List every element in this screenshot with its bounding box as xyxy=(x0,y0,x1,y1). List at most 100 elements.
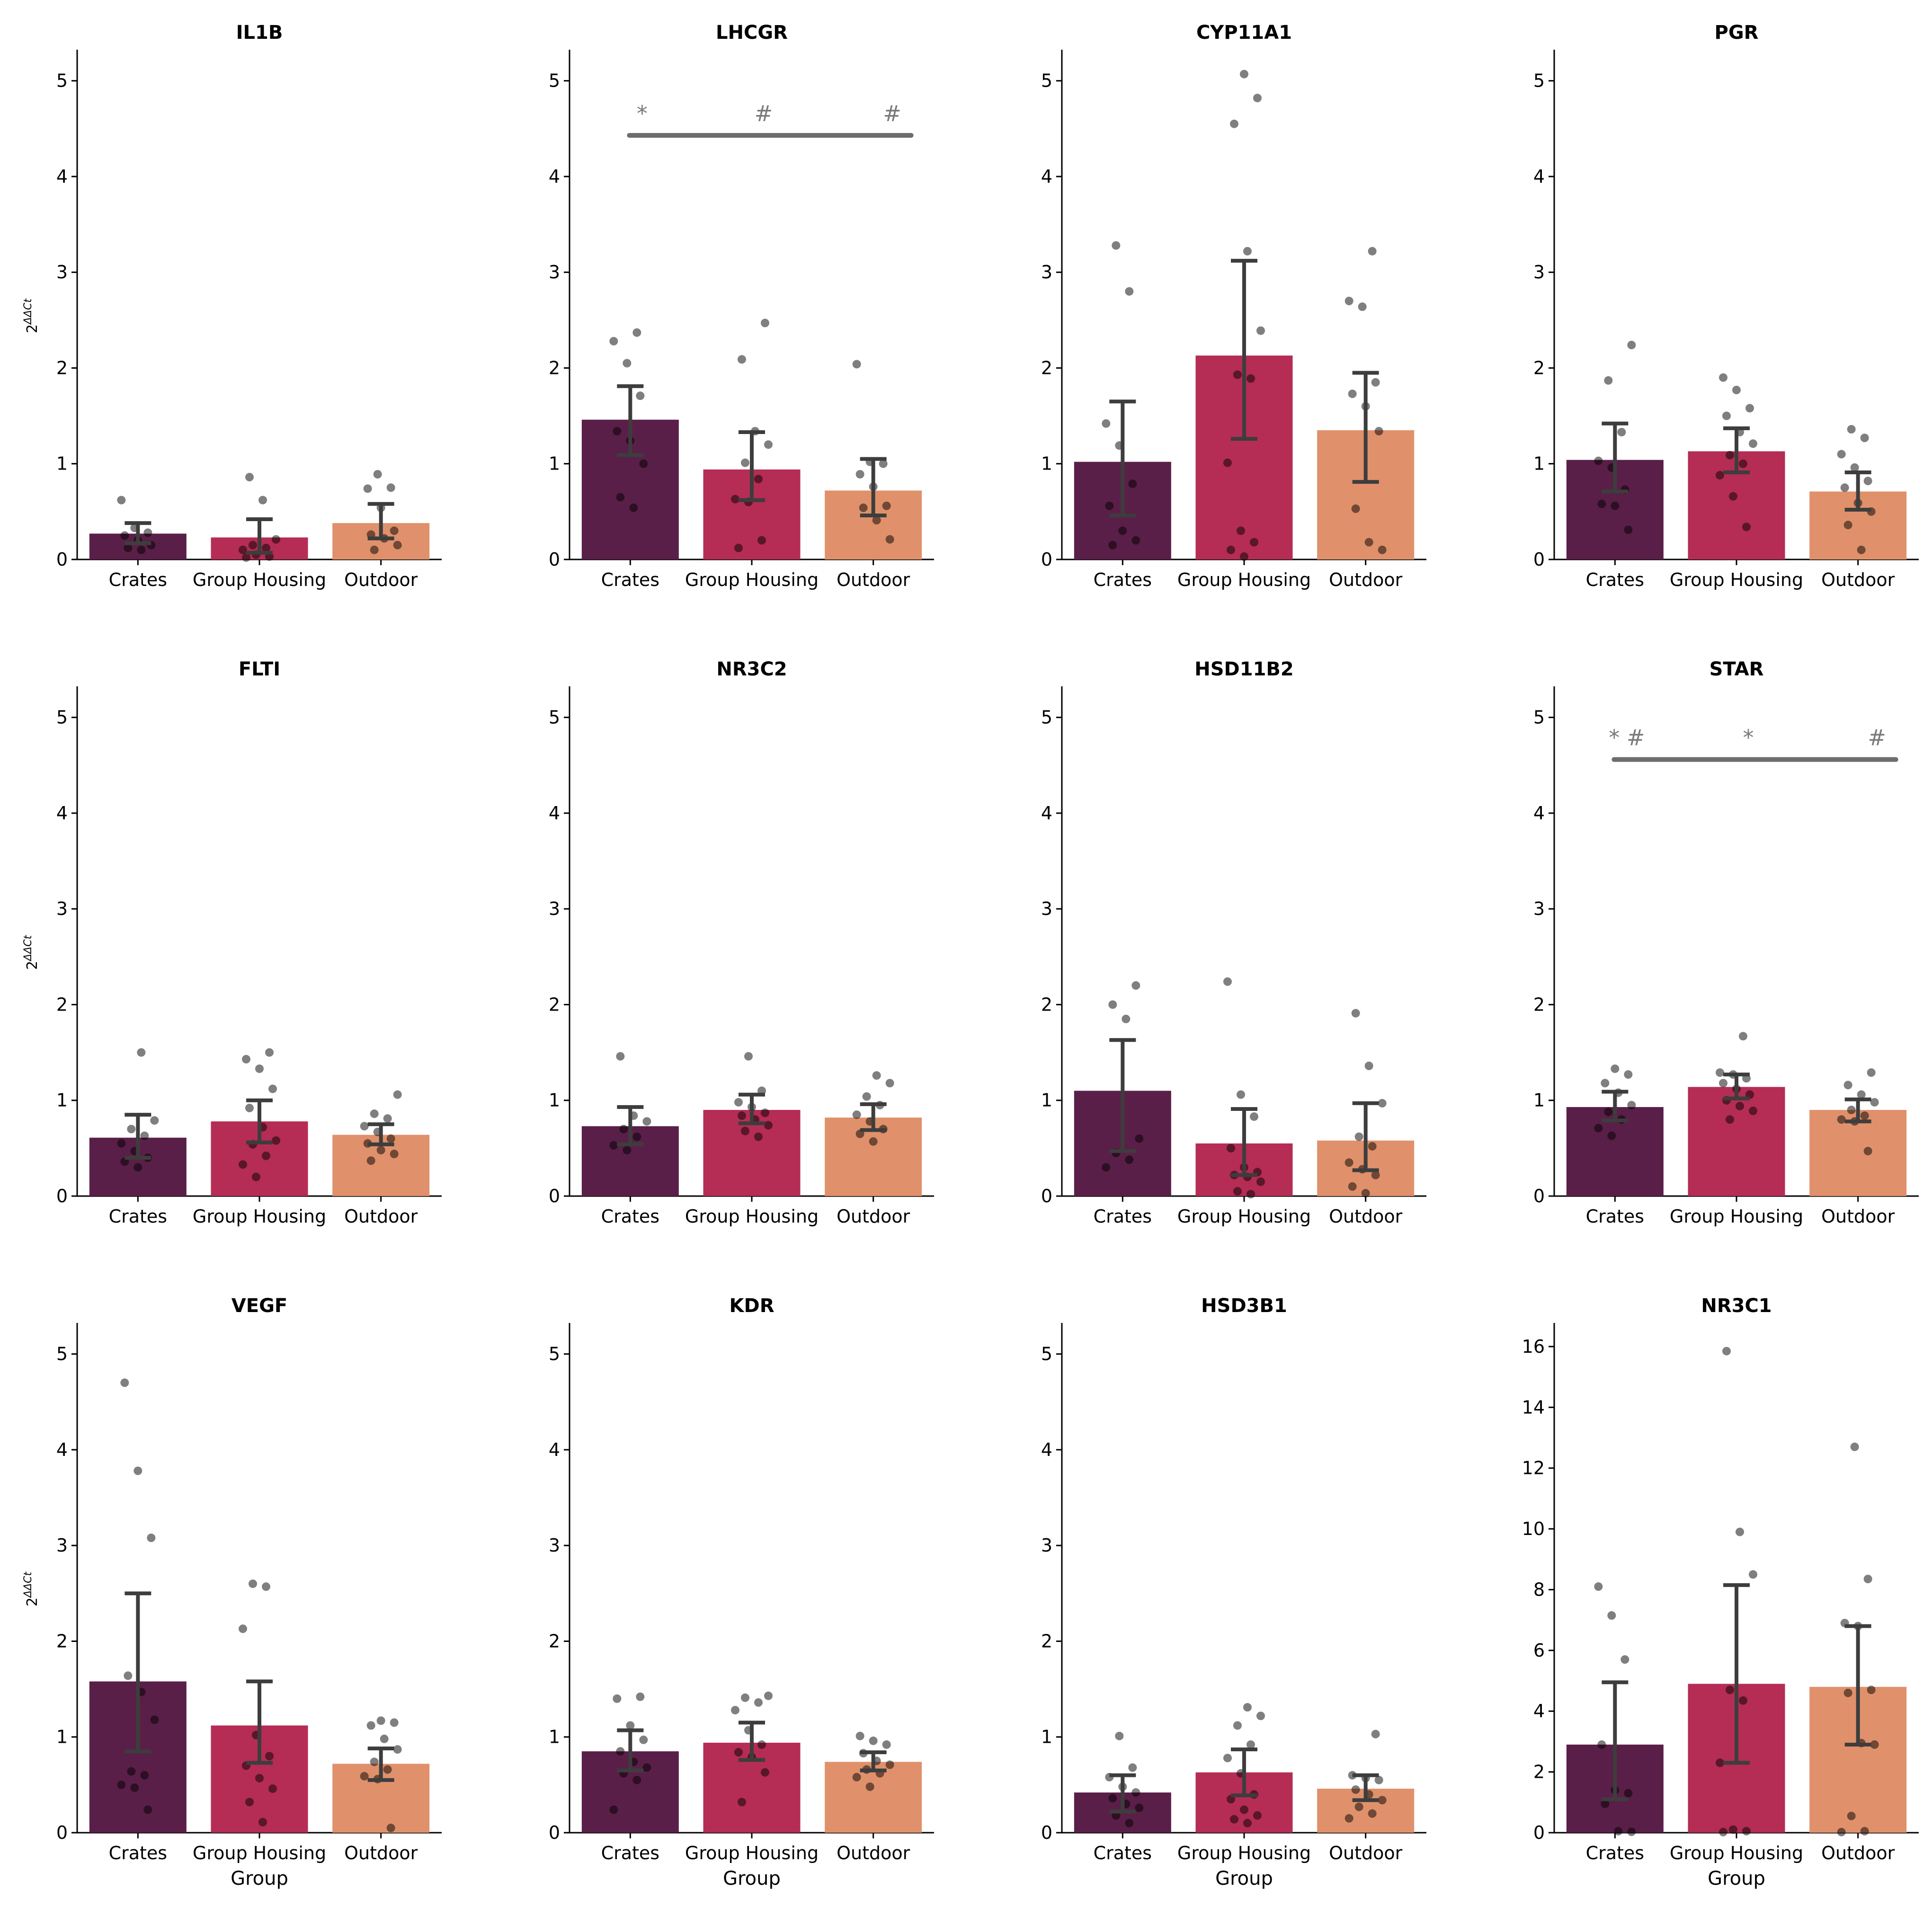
data-point xyxy=(245,473,254,482)
data-point xyxy=(626,1721,635,1730)
data-point xyxy=(882,1740,891,1749)
x-tick-label: Crates xyxy=(601,1206,660,1227)
data-point xyxy=(360,1772,369,1781)
significance-marker: * xyxy=(637,101,648,126)
x-tick-label: Group Housing xyxy=(193,569,326,590)
data-point xyxy=(1860,1827,1869,1836)
data-point xyxy=(885,1760,894,1769)
data-point xyxy=(1726,1115,1734,1124)
data-point xyxy=(613,1694,622,1703)
y-axis-label-base: 2 xyxy=(24,961,41,970)
data-point xyxy=(386,1134,395,1143)
y-tick-label: 0 xyxy=(56,1822,68,1843)
x-tick-label: Outdoor xyxy=(344,1206,418,1227)
panel-nr3c1: NR3C1 0 2 4 6 8 10 12 14 16 Crates Group Housing Out… xyxy=(1522,1295,1919,1889)
data-point xyxy=(636,1692,645,1701)
data-point xyxy=(1843,1688,1852,1697)
x-tick-label: Group Housing xyxy=(685,1206,819,1227)
data-point xyxy=(1736,1101,1744,1110)
data-point xyxy=(1624,1070,1633,1079)
data-point xyxy=(1594,456,1603,465)
data-point xyxy=(360,1122,369,1131)
data-point xyxy=(757,1740,766,1749)
bar-outdoor xyxy=(825,1762,922,1833)
data-point xyxy=(1223,1754,1232,1763)
data-point xyxy=(1604,376,1613,385)
y-tick-label: 3 xyxy=(549,262,560,283)
data-point xyxy=(855,1731,864,1740)
data-point xyxy=(731,1706,739,1715)
data-point xyxy=(1860,434,1869,443)
y-axis-label: 2ΔΔCt xyxy=(22,1571,41,1606)
x-tick-label: Outdoor xyxy=(837,1843,910,1863)
data-point xyxy=(1742,523,1751,532)
y-tick-label: 5 xyxy=(1533,71,1545,91)
y-tick-label: 10 xyxy=(1522,1518,1545,1539)
data-point xyxy=(734,1748,743,1757)
y-tick-label: 4 xyxy=(549,1439,560,1460)
y-tick-label: 4 xyxy=(549,803,560,824)
data-point xyxy=(1361,1189,1370,1198)
data-point xyxy=(265,1752,274,1761)
data-point xyxy=(1870,1098,1879,1107)
data-point xyxy=(383,1114,392,1123)
data-point xyxy=(609,1141,618,1150)
y-tick-label: 3 xyxy=(56,1535,68,1556)
data-point xyxy=(134,1163,142,1172)
data-point xyxy=(1627,340,1636,349)
data-point xyxy=(255,1064,264,1073)
data-point xyxy=(1128,1763,1137,1772)
panel-title: KDR xyxy=(730,1295,775,1317)
data-point xyxy=(252,1172,260,1181)
y-tick-label: 16 xyxy=(1522,1336,1545,1357)
panel-title: STAR xyxy=(1709,658,1764,680)
data-point xyxy=(1374,1775,1383,1784)
y-tick-label: 0 xyxy=(1041,549,1052,570)
data-point xyxy=(272,535,280,544)
data-point xyxy=(249,541,257,550)
data-point xyxy=(741,1693,749,1702)
y-axis-label-exponent: ΔΔCt xyxy=(22,298,34,325)
data-point xyxy=(1125,1818,1134,1827)
data-point xyxy=(390,526,399,535)
data-point xyxy=(1230,1815,1238,1824)
y-tick-label: 3 xyxy=(56,262,68,283)
data-point xyxy=(376,1145,385,1154)
data-point xyxy=(373,470,382,479)
data-point xyxy=(1840,483,1849,492)
y-axis-label-base: 2 xyxy=(24,1597,41,1606)
data-point xyxy=(258,1818,267,1827)
panel-title: HSD11B2 xyxy=(1194,658,1293,680)
data-point xyxy=(613,426,622,435)
data-point xyxy=(1867,1068,1876,1077)
data-point xyxy=(1843,521,1852,530)
data-point xyxy=(1863,477,1872,486)
data-point xyxy=(761,1768,769,1777)
data-point xyxy=(1131,1788,1140,1797)
data-point xyxy=(117,1780,126,1789)
panel-pgr: PGR 0 1 2 3 4 5 Crates Group Housing Outdoor xyxy=(1533,22,1919,590)
data-point xyxy=(1860,1111,1869,1120)
y-tick-label: 5 xyxy=(56,1344,68,1365)
data-point xyxy=(1378,1099,1387,1108)
x-tick-label: Group Housing xyxy=(1670,1206,1803,1227)
data-point xyxy=(1253,1811,1262,1820)
data-point xyxy=(127,1125,136,1134)
y-tick-label: 0 xyxy=(549,1186,560,1206)
data-point xyxy=(1246,1189,1255,1198)
y-tick-label: 0 xyxy=(1533,549,1545,570)
data-point xyxy=(1368,1142,1377,1151)
x-tick-label: Group Housing xyxy=(193,1843,326,1863)
y-tick-label: 1 xyxy=(1533,1090,1545,1111)
data-point xyxy=(143,528,152,537)
data-point xyxy=(245,1798,254,1807)
y-tick-label: 3 xyxy=(1041,262,1052,283)
x-tick-label: Group Housing xyxy=(1670,569,1803,590)
bar-outdoor xyxy=(1809,1109,1907,1196)
y-tick-label: 4 xyxy=(549,166,560,187)
data-point xyxy=(1131,536,1140,545)
y-tick-label: 5 xyxy=(1533,707,1545,728)
y-tick-label: 12 xyxy=(1522,1458,1545,1479)
